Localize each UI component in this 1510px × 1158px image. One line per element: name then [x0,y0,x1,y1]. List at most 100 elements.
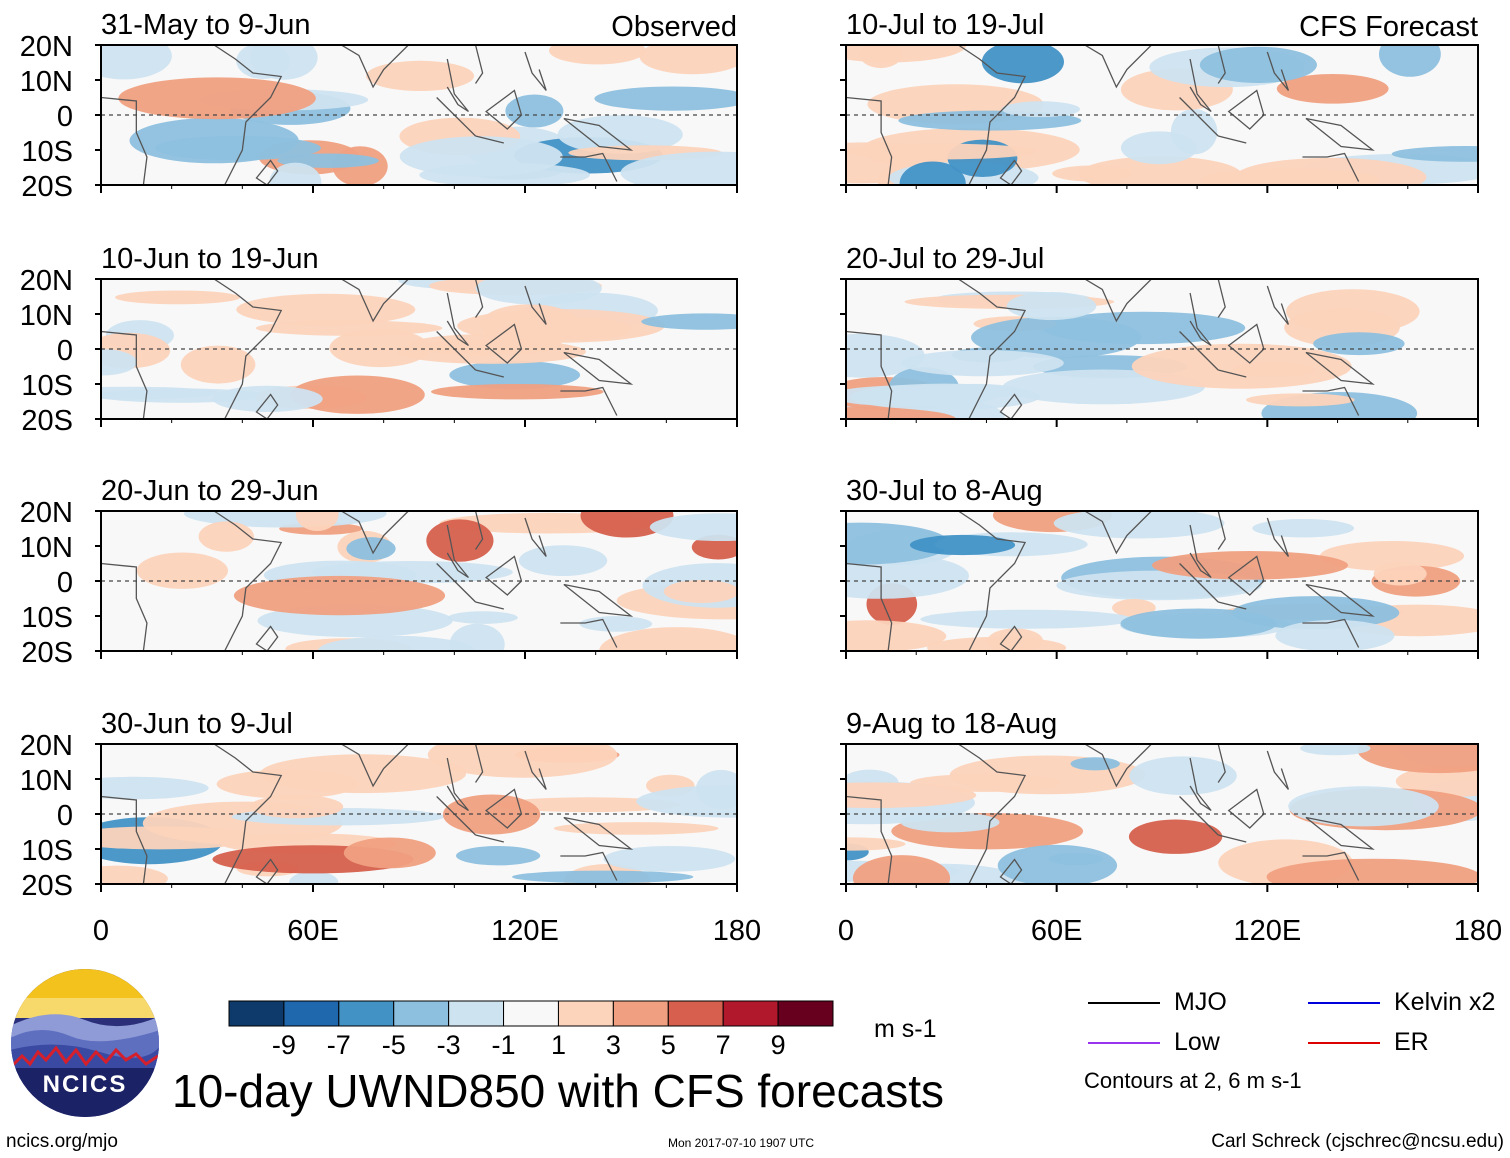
malay-peninsula [1189,292,1212,347]
x-tick-label: 180 [713,915,761,947]
westerly-anomaly [180,345,256,384]
easterly-anomaly [649,513,737,541]
figure-title: 10-day UWND850 with CFS forecasts [172,1065,945,1117]
easterly-anomaly [579,616,653,632]
malay-peninsula [1189,757,1212,812]
y-tick-label: 20N [20,265,73,297]
java [1218,601,1247,610]
westerly-anomaly [599,627,737,651]
philippines [524,517,547,557]
westerly-anomaly [427,744,618,778]
westerly-anomaly [249,794,344,819]
coastlines [846,45,1375,185]
india-coast [340,744,409,788]
easterly-anomaly [1252,519,1355,538]
easterly-anomaly [620,151,737,185]
anomaly-field [101,279,737,414]
anomaly-field [846,744,1478,884]
india-coast [340,511,409,555]
easterly-anomaly [846,553,969,599]
westerly-anomaly [1373,562,1427,586]
legend-kelvin-line [1308,1001,1380,1004]
easterly-anomaly [1120,131,1198,165]
easterly-anomaly [1313,332,1405,356]
header-observed: Observed [611,11,737,43]
easterly-anomaly [101,45,172,80]
footer-timestamp: Mon 2017-07-10 1907 UTC [668,1136,815,1150]
logo-text: NCICS [43,1071,128,1098]
coastlines [101,511,634,651]
africa-east-coast [213,511,283,651]
westerly-anomaly [431,384,604,400]
easterly-anomaly [475,279,602,305]
easterly-anomaly [456,846,541,866]
panel-title: 10-Jul to 19-Jul [846,9,1044,41]
easterly-anomaly [901,350,1064,377]
westerly-anomaly [396,339,586,364]
easterly-anomaly [850,383,1040,410]
vietnam-coast [1217,45,1226,84]
coastlines [101,45,634,185]
easterly-anomaly [512,870,694,884]
header-forecast: CFS Forecast [1299,11,1478,43]
easterly-anomaly [1120,608,1277,639]
westerly-anomaly [553,822,719,835]
legend-kelvin: Kelvin x2 [1308,988,1495,1017]
easterly-anomaly [557,115,683,154]
easterly-anomaly [1070,757,1120,771]
africa-west-coast [846,96,893,185]
madagascar [255,393,279,419]
easterly-anomaly [269,162,322,185]
easterly-anomaly [1300,744,1371,756]
panel-title: 9-Aug to 18-Aug [846,708,1057,740]
easterly-anomaly [399,136,563,177]
colorbar-label: 1 [551,1030,566,1060]
easterly-anomaly [1006,292,1097,320]
westerly-anomaly [846,620,947,651]
anomaly-field [846,45,1478,185]
westerly-anomaly [480,304,580,345]
sumatra [1179,97,1219,137]
malay-peninsula [446,292,469,347]
legend-er-line [1308,1041,1380,1044]
philippines [524,51,547,91]
coastlines [101,744,634,884]
westerly-anomaly [233,575,446,616]
borneo [485,89,523,130]
coastlines [101,279,634,419]
madagascar [999,159,1023,185]
colorbar-label: 9 [771,1030,786,1060]
colorbar-swatch [338,1000,395,1027]
madagascar [999,393,1023,419]
panel-p5: 10-Jul to 19-Jul [840,9,1479,193]
easterly-anomaly [997,844,1118,884]
legend-mjo-line [1088,1001,1160,1004]
sumatra [436,796,476,836]
y-tick-label: 20S [21,405,73,437]
panel-title: 20-Jul to 29-Jul [846,243,1044,275]
borneo [485,788,523,829]
westerly-anomaly [1128,819,1223,854]
panel-title: 20-Jun to 29-Jun [101,475,319,507]
easterly-anomaly [518,545,608,576]
legend-mjo: MJO [1088,988,1227,1017]
africa-east-coast [213,45,283,185]
colorbar-swatch [722,1000,779,1027]
easterly-anomaly [1129,756,1237,795]
colorbar-label: -1 [492,1030,516,1060]
footer-website[interactable]: ncics.org/mjo [6,1131,118,1152]
colorbar-swatch [667,1000,724,1027]
australia-north [1302,851,1360,881]
philippines [524,750,547,790]
australia-north [1302,618,1360,648]
westerly-anomaly [663,580,737,603]
x-tick-label: 0 [838,915,854,947]
africa-east-coast [957,744,1027,884]
anomaly-field [101,744,737,884]
legend-kelvin-label: Kelvin x2 [1394,988,1496,1016]
java [475,369,504,378]
colorbar-swatch [503,1000,559,1027]
panel-title: 10-Jun to 19-Jun [101,243,319,275]
easterly-anomaly [1288,786,1439,827]
colorbar-label: -9 [272,1030,296,1060]
